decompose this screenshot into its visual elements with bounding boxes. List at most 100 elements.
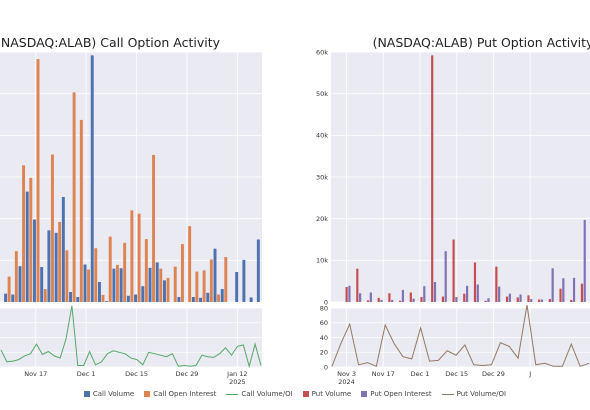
chart-title: (NASDAQ:ALAB) Put Option Activity: [373, 35, 590, 50]
open-interest-bar: [401, 289, 405, 302]
open-interest-bar: [519, 294, 522, 302]
x-tick-label: Nov 3: [337, 370, 356, 378]
volume-bar: [220, 289, 224, 302]
x-tick-year-label: 2025: [229, 378, 246, 386]
volume-bar: [119, 268, 123, 302]
volume-bar: [40, 267, 44, 302]
legend-swatch: [302, 391, 309, 397]
volume-bar: [548, 299, 551, 302]
legend-label: Put Volume/OI: [456, 390, 507, 398]
y-tick-label: 40k: [316, 132, 328, 140]
volume-bar: [54, 232, 58, 302]
open-interest-bar: [540, 299, 544, 302]
ratio-y-tick-label: 80: [320, 304, 328, 312]
volume-bar: [97, 282, 101, 302]
open-interest-bar: [476, 284, 479, 302]
volume-bar: [473, 262, 477, 302]
volume-bar: [399, 300, 402, 302]
volume-bar: [47, 230, 51, 302]
open-interest-bar: [144, 239, 148, 302]
volume-bar: [463, 293, 466, 302]
ratio-y-tick-label: 0: [324, 363, 328, 371]
volume-bar: [580, 283, 584, 302]
open-interest-bar: [348, 285, 351, 302]
volume-bar: [61, 197, 65, 302]
open-interest-bar: [572, 277, 576, 302]
y-tick-label: 10k: [316, 257, 328, 265]
legend-item: Call Volume: [83, 390, 135, 398]
volume-bar: [235, 272, 239, 302]
volume-bar: [420, 297, 423, 302]
y-tick-label: 50k: [316, 90, 328, 98]
legend-label: Call Volume: [92, 390, 135, 398]
volume-bar: [213, 248, 217, 302]
open-interest-bar: [359, 293, 362, 302]
open-interest-bar: [72, 92, 76, 303]
volume-bar: [538, 299, 541, 302]
chart-title: (NASDAQ:ALAB) Call Option Activity: [0, 35, 221, 50]
volume-bar: [388, 293, 391, 302]
open-interest-bar: [465, 285, 469, 302]
open-interest-bar: [369, 292, 372, 302]
volume-bar: [559, 288, 562, 302]
open-interest-bar: [551, 268, 554, 302]
open-interest-bar: [195, 271, 199, 302]
open-interest-bar: [123, 242, 127, 302]
volume-bar: [356, 268, 359, 302]
volume-bar: [141, 286, 145, 302]
volume-bar: [162, 280, 166, 302]
legend-item: Put Open Interest: [361, 390, 432, 398]
open-interest-bar: [7, 276, 11, 302]
volume-bar: [134, 294, 138, 302]
volume-bar: [516, 297, 519, 302]
open-interest-bar: [14, 251, 18, 302]
open-interest-bar: [166, 277, 170, 302]
legend-swatch: [226, 393, 239, 395]
x-tick-label: Nov 17: [24, 370, 47, 378]
volume-bar: [527, 295, 530, 302]
open-interest-bar: [188, 226, 192, 302]
legend-swatch: [83, 391, 90, 397]
volume-bar: [377, 297, 380, 302]
open-interest-bar: [65, 250, 69, 302]
open-interest-bar: [209, 259, 213, 302]
volume-bar: [256, 239, 260, 302]
volume-bar: [18, 266, 22, 302]
volume-bar: [155, 262, 159, 302]
volume-bar: [177, 297, 181, 302]
x-tick-label: Jan 12: [226, 370, 247, 378]
legend-label: Call Open Interest: [153, 390, 217, 398]
open-interest-bar: [562, 278, 565, 302]
legend-label: Call Volume/OI: [241, 390, 293, 398]
volume-bar: [25, 191, 29, 302]
open-interest-bar: [87, 269, 91, 302]
legend-item: Put Volume: [302, 390, 351, 398]
volume-bar: [495, 266, 498, 302]
volume-oi-line: [331, 305, 590, 367]
volume-bar: [83, 264, 87, 302]
x-tick-label: Dec 1: [77, 370, 96, 378]
open-interest-bar: [22, 165, 26, 302]
volume-bar: [431, 55, 434, 303]
x-tick-label: Nov 17: [372, 370, 395, 378]
x-tick-label: Dec 29: [175, 370, 198, 378]
open-interest-bar: [455, 297, 458, 302]
legend-swatch: [441, 393, 454, 395]
open-interest-bar: [508, 293, 511, 302]
volume-bar: [366, 300, 370, 302]
open-interest-bar: [444, 251, 447, 302]
open-interest-bar: [108, 236, 112, 302]
open-interest-bar: [50, 154, 54, 302]
volume-bar: [206, 292, 210, 302]
volume-bar: [570, 299, 573, 302]
ratio-y-tick-label: 60: [320, 319, 328, 327]
volume-bar: [4, 293, 8, 302]
open-interest-bar: [380, 299, 383, 302]
charts-figure: (NASDAQ:ALAB) Call Option Activity Nov 17…: [0, 35, 590, 386]
volume-bar: [76, 297, 80, 302]
volume-bar: [148, 267, 152, 302]
volume-bar: [112, 268, 116, 302]
volume-bar: [126, 295, 130, 302]
legend-swatch: [361, 391, 368, 397]
open-interest-bar: [391, 299, 394, 302]
